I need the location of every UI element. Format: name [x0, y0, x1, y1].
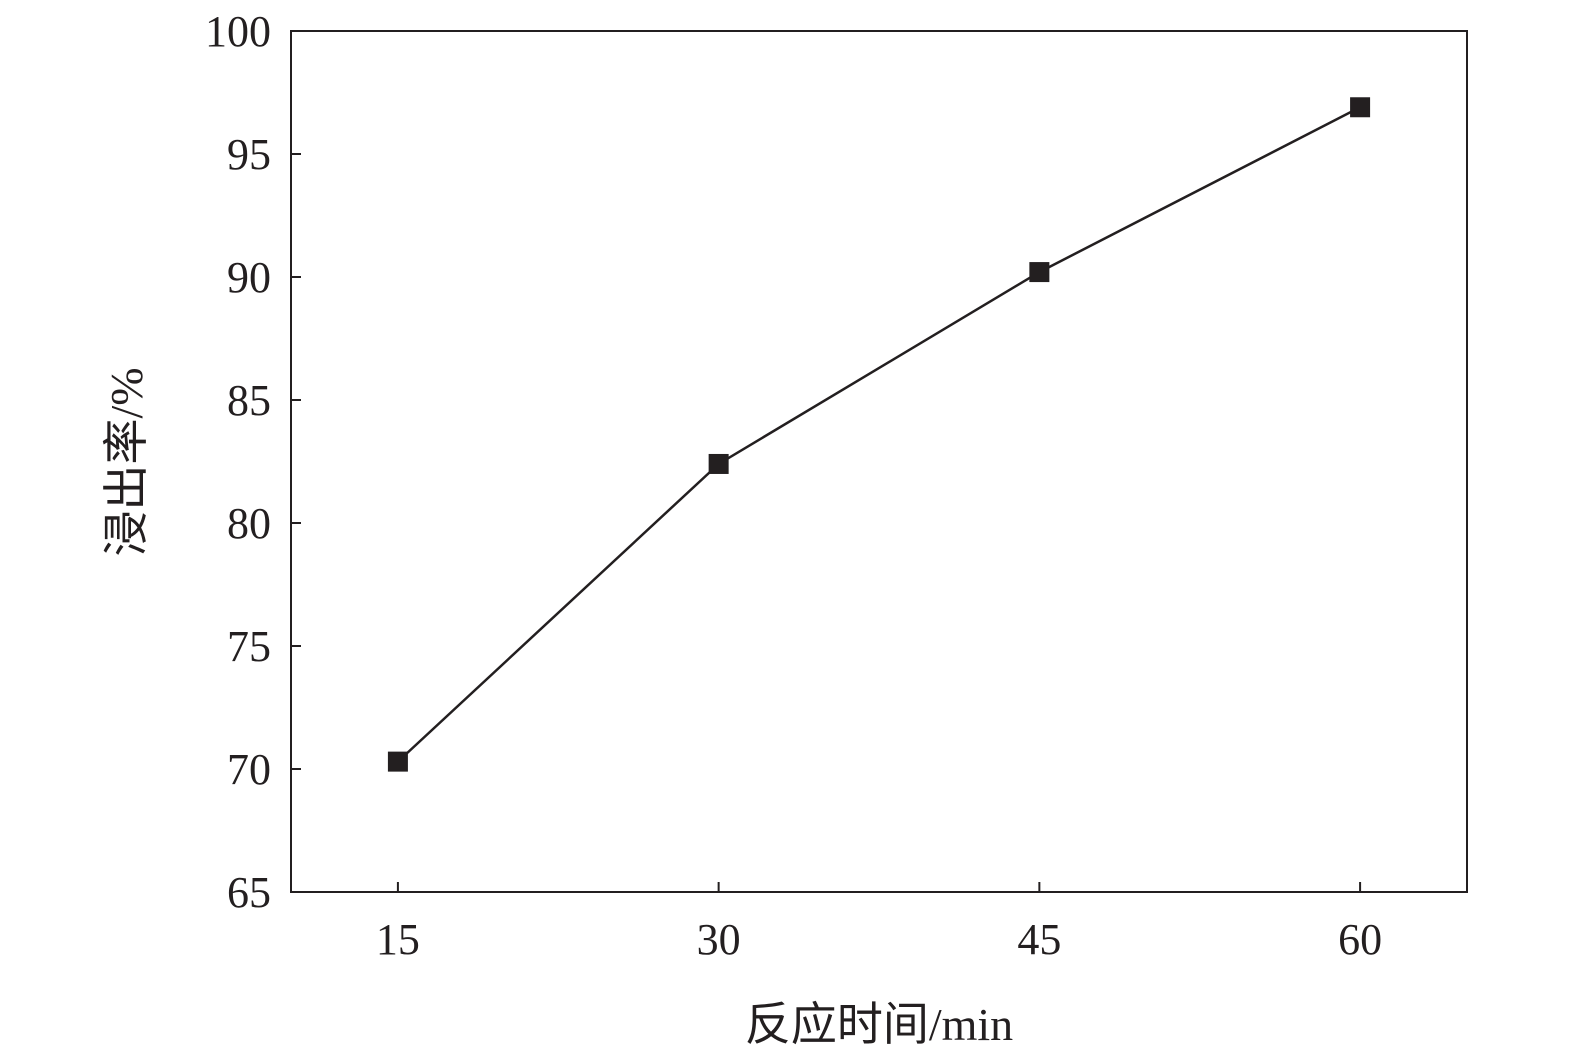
- y-tick-label: 95: [227, 130, 271, 179]
- data-point-marker: [387, 751, 408, 772]
- y-tick-label: 65: [227, 868, 271, 917]
- x-tick-label: 45: [1017, 915, 1061, 964]
- y-axis-label: 浸出率/%: [101, 367, 152, 556]
- data-point-marker: [1029, 262, 1050, 283]
- y-tick-label: 100: [205, 7, 271, 56]
- y-tick-label: 70: [227, 745, 271, 794]
- x-tick-label: 30: [697, 915, 741, 964]
- y-tick-label: 85: [227, 376, 271, 425]
- plot-frame: [290, 30, 1468, 893]
- series-line: [397, 106, 1361, 763]
- y-tick-label: 90: [227, 253, 271, 302]
- x-axis-label: 反应时间/min: [745, 999, 1013, 1050]
- x-tick-label: 15: [376, 915, 420, 964]
- y-tick-label: 75: [227, 622, 271, 671]
- x-tick-label: 60: [1338, 915, 1382, 964]
- data-point-marker: [708, 453, 729, 474]
- data-point-marker: [1350, 97, 1371, 118]
- y-tick-label: 80: [227, 499, 271, 548]
